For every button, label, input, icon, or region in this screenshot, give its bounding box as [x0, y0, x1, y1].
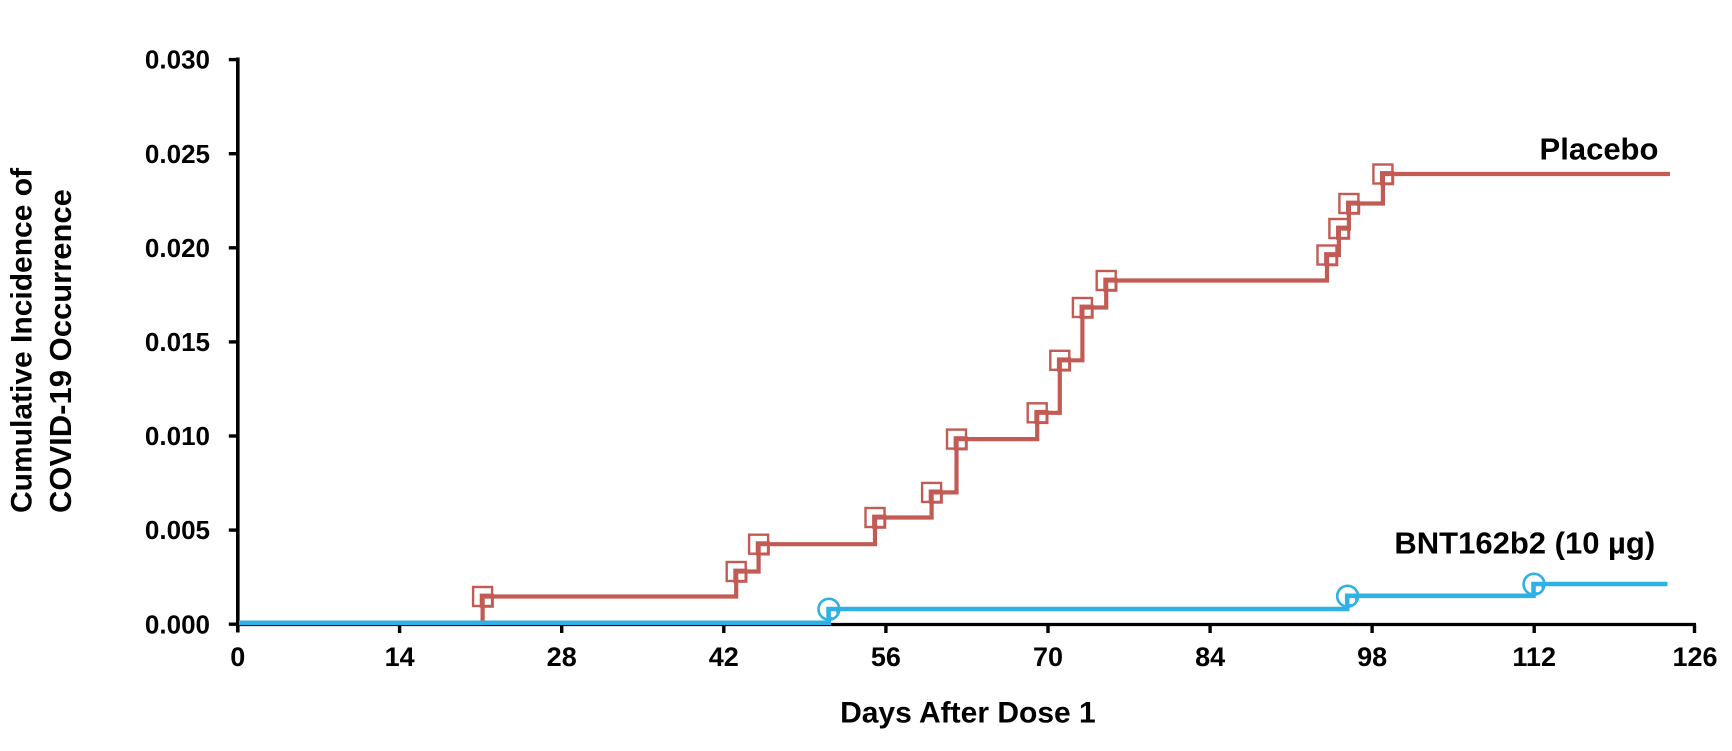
svg-text:14: 14 — [385, 642, 415, 672]
svg-text:Cumulative Incidence of: Cumulative Incidence of — [6, 167, 39, 513]
svg-text:COVID-19 Occurrence: COVID-19 Occurrence — [43, 189, 78, 513]
svg-text:112: 112 — [1512, 642, 1556, 672]
svg-text:0.030: 0.030 — [145, 45, 210, 75]
svg-text:0.000: 0.000 — [145, 609, 210, 639]
svg-text:0.020: 0.020 — [145, 233, 210, 263]
svg-text:42: 42 — [709, 642, 739, 672]
svg-text:0.015: 0.015 — [145, 327, 210, 357]
svg-text:84: 84 — [1195, 642, 1225, 672]
svg-text:126: 126 — [1672, 642, 1717, 672]
svg-text:Placebo: Placebo — [1540, 132, 1659, 167]
svg-text:98: 98 — [1357, 642, 1387, 672]
svg-text:56: 56 — [871, 642, 901, 672]
svg-text:70: 70 — [1033, 642, 1063, 672]
svg-text:28: 28 — [547, 642, 577, 672]
svg-text:Days After Dose 1: Days After Dose 1 — [840, 697, 1096, 730]
svg-text:0.005: 0.005 — [145, 515, 210, 545]
svg-text:BNT162b2 (10 µg): BNT162b2 (10 µg) — [1394, 526, 1655, 561]
svg-text:0: 0 — [230, 642, 245, 672]
svg-text:0.025: 0.025 — [145, 139, 210, 169]
svg-text:0.010: 0.010 — [145, 421, 210, 451]
